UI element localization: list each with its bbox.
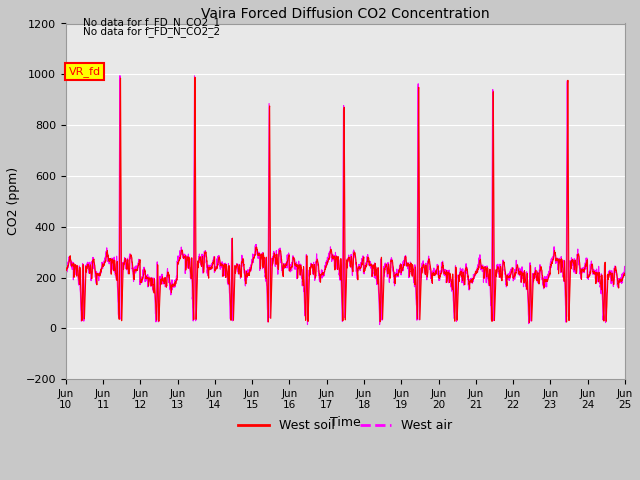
Title: Vaira Forced Diffusion CO2 Concentration: Vaira Forced Diffusion CO2 Concentration <box>201 7 490 21</box>
Text: No data for f_FD_N_CO2_2: No data for f_FD_N_CO2_2 <box>83 26 220 37</box>
Text: No data for f_FD_N_CO2_1: No data for f_FD_N_CO2_1 <box>83 17 220 28</box>
Legend: West soil, West air: West soil, West air <box>233 414 458 437</box>
X-axis label: Time: Time <box>330 416 361 429</box>
Y-axis label: CO2 (ppm): CO2 (ppm) <box>7 167 20 235</box>
Text: VR_fd: VR_fd <box>68 66 100 77</box>
